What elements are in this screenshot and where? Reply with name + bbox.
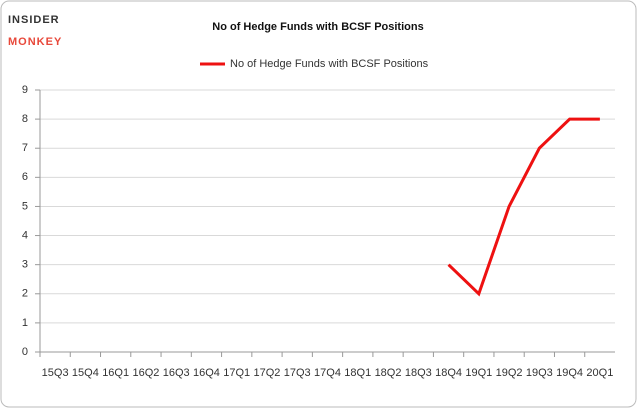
- y-tick-label: 1: [22, 317, 28, 329]
- x-tick-label: 16Q4: [193, 367, 220, 379]
- x-tick-label: 17Q2: [254, 367, 281, 379]
- y-tick-label: 7: [22, 142, 28, 154]
- data-line: [447, 117, 600, 297]
- x-tick-label: 16Q3: [163, 367, 190, 379]
- x-tick-label: 18Q4: [435, 367, 462, 379]
- legend-label: No of Hedge Funds with BCSF Positions: [230, 58, 429, 70]
- x-tick-label: 17Q3: [284, 367, 311, 379]
- x-tick-label: 20Q1: [586, 367, 613, 379]
- y-tick-label: 5: [22, 200, 28, 212]
- x-tick-label: 15Q3: [42, 367, 69, 379]
- y-tick-label: 0: [22, 346, 28, 358]
- x-tick-label: 19Q3: [526, 367, 553, 379]
- x-tick-label: 15Q4: [72, 367, 99, 379]
- x-tick-label: 16Q1: [102, 367, 129, 379]
- x-tick-label: 19Q2: [496, 367, 523, 379]
- x-tick-label: 18Q1: [344, 367, 371, 379]
- logo-bottom: MONKEY: [8, 36, 62, 48]
- chart-title: No of Hedge Funds with BCSF Positions: [212, 21, 423, 33]
- y-tick-label: 2: [22, 288, 28, 300]
- y-tick-label: 8: [22, 113, 28, 125]
- logo-top: INSIDER: [8, 14, 60, 26]
- x-tick-label: 18Q2: [375, 367, 402, 379]
- x-tick-label: 17Q1: [223, 367, 250, 379]
- y-tick-label: 9: [22, 84, 28, 96]
- y-tick-label: 4: [22, 229, 28, 241]
- y-tick-label: 3: [22, 259, 28, 271]
- y-tick-label: 6: [22, 171, 28, 183]
- x-tick-label: 18Q3: [405, 367, 432, 379]
- x-tick-label: 17Q4: [314, 367, 341, 379]
- x-tick-label: 16Q2: [132, 367, 159, 379]
- x-tick-label: 19Q4: [556, 367, 583, 379]
- x-tick-label: 19Q1: [465, 367, 492, 379]
